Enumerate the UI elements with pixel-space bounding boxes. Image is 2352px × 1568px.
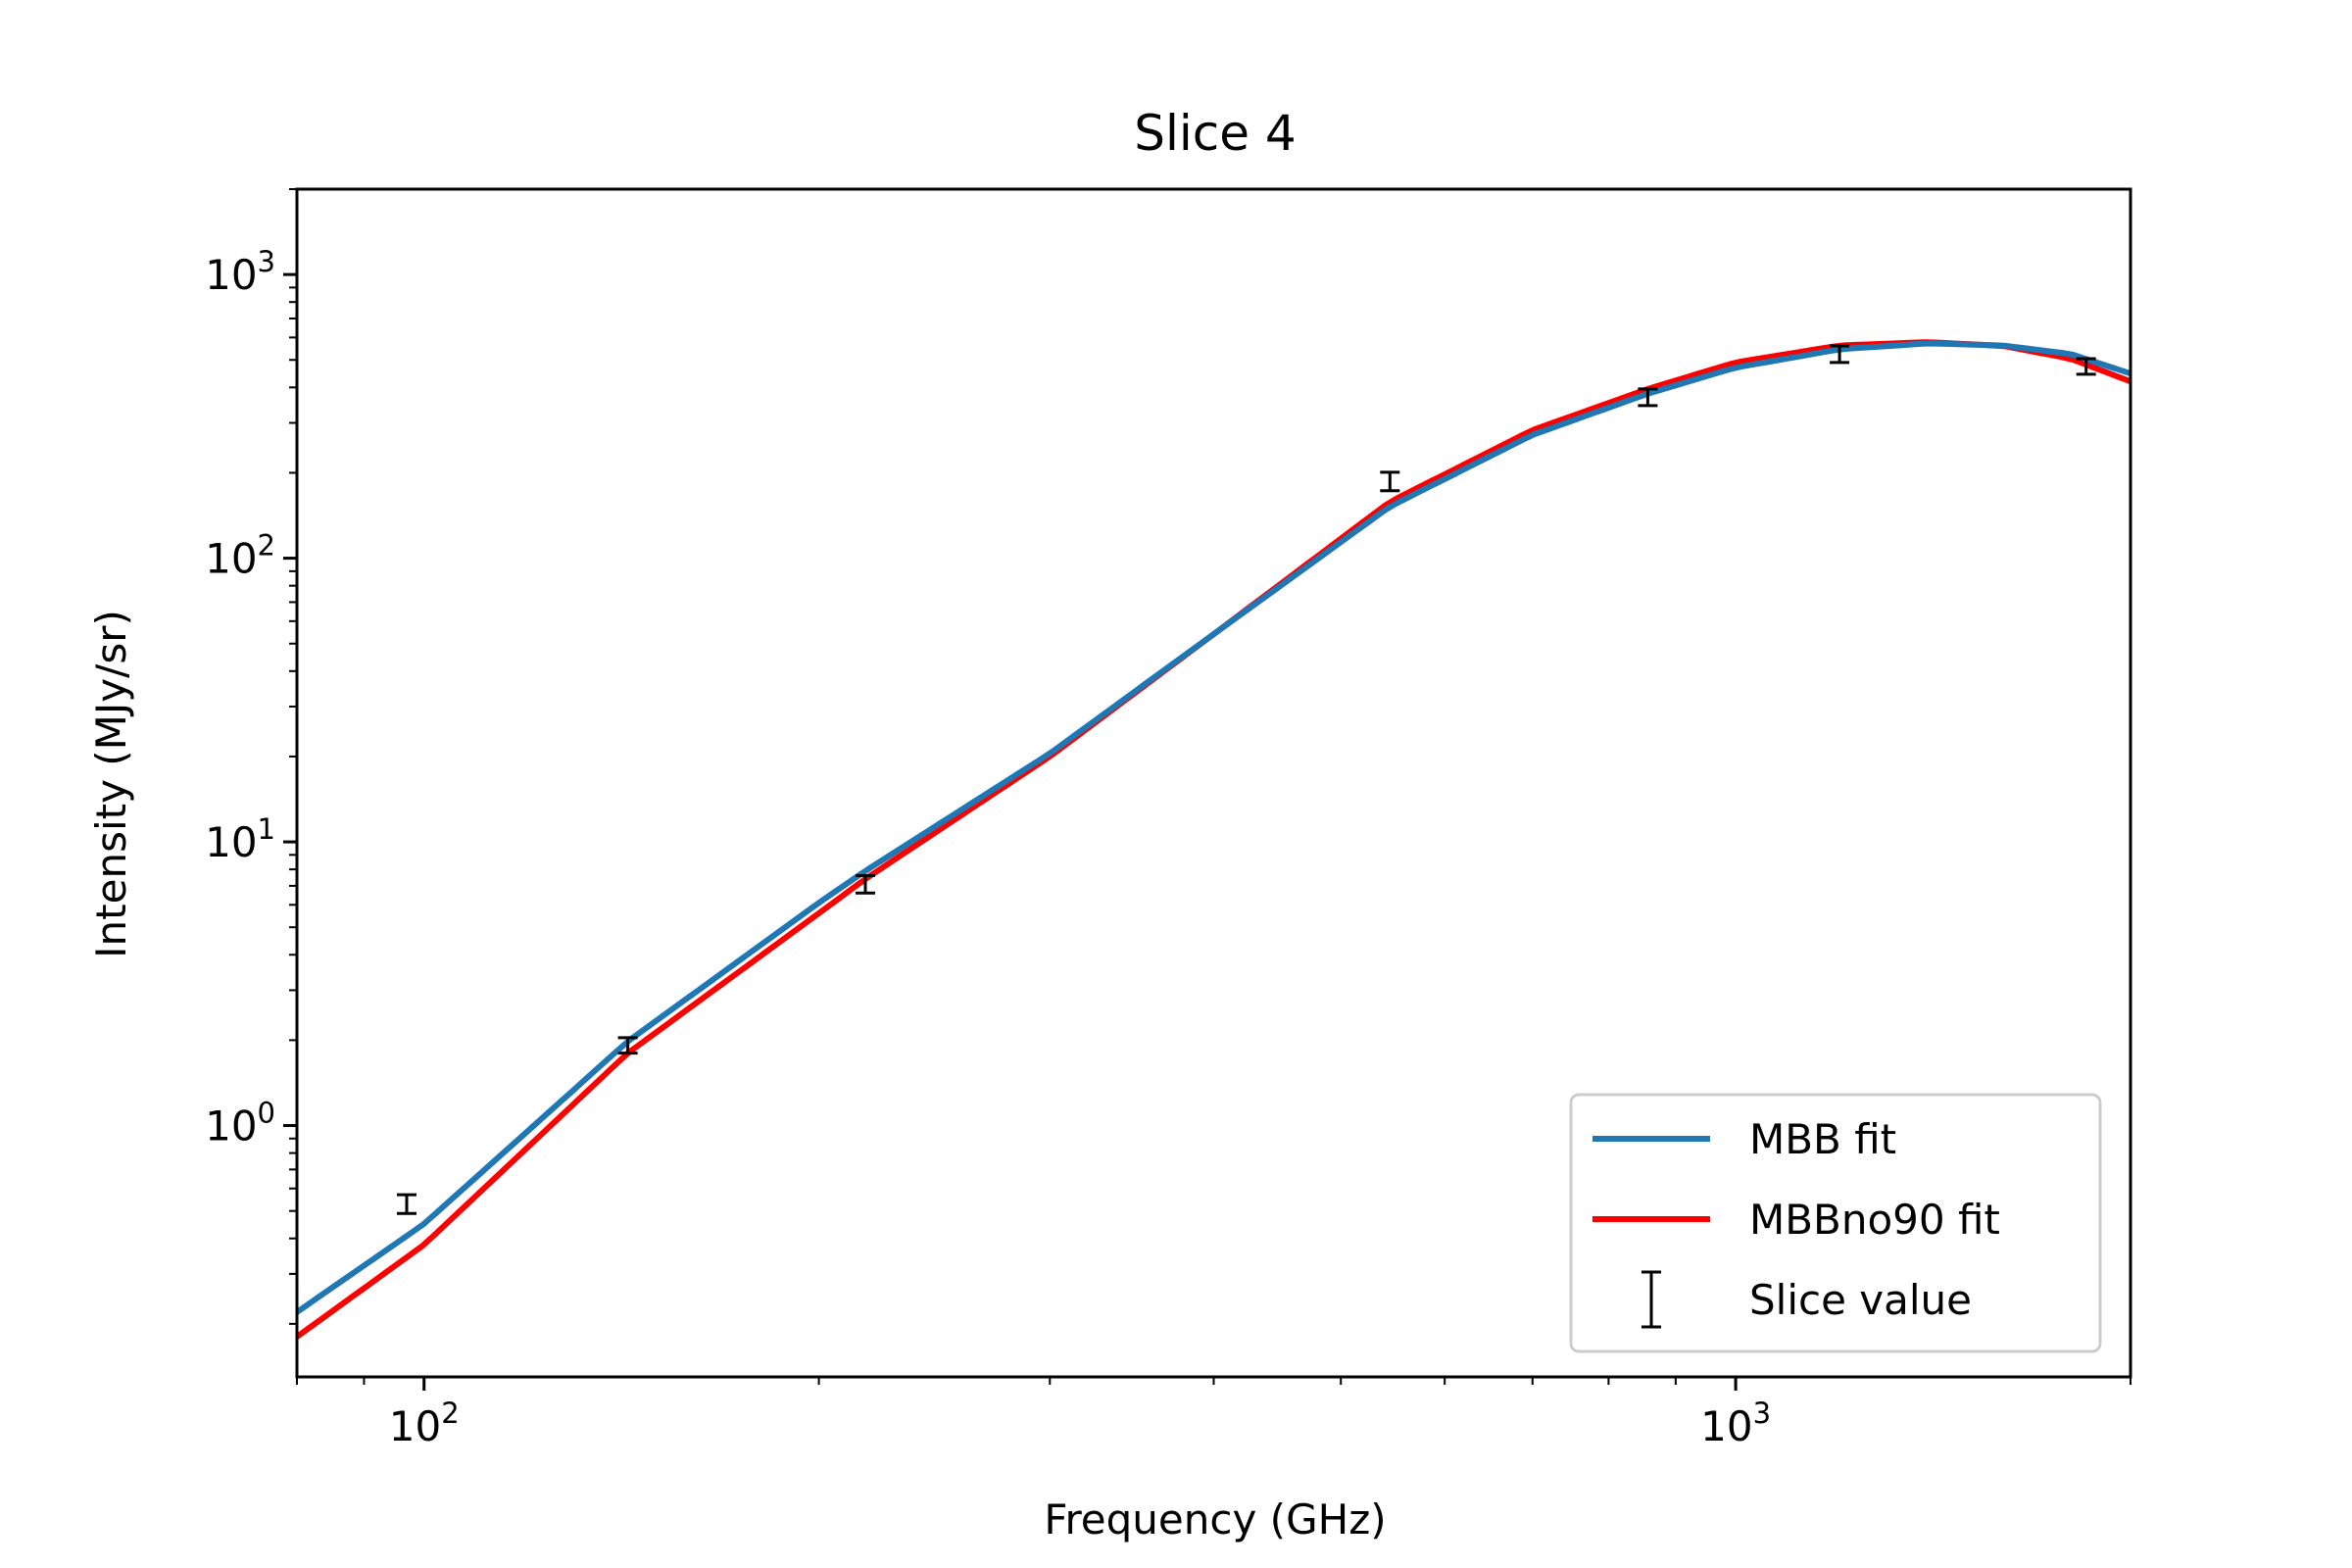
error-bar-point: [856, 874, 876, 895]
y-tick-label: 102: [205, 529, 275, 583]
legend-label: Slice value: [1749, 1276, 1972, 1324]
legend-errorbar-swatch: [1642, 1270, 1661, 1329]
x-tick-label: 102: [389, 1396, 460, 1450]
error-bar-point: [396, 1193, 416, 1215]
legend-box: [1569, 1093, 2102, 1353]
y-tick-label: 103: [205, 245, 275, 299]
x-axis-label: Frequency (GHz): [1044, 1495, 1386, 1544]
series-line-mbb-fit: [297, 340, 2131, 1315]
chart-title: Slice 4: [1134, 105, 1296, 162]
axis-ticks: 102 103 100 101 102 103: [205, 188, 2132, 1450]
error-bar-point: [1830, 344, 1850, 365]
y-axis-label: Intensity (MJy/sr): [87, 610, 135, 958]
legend-label: MBBno90 fit: [1749, 1196, 2000, 1244]
x-tick-label: 103: [1700, 1396, 1771, 1450]
legend: MBB fit MBBno90 fit Slice value: [1569, 1093, 2102, 1353]
y-tick-label: 101: [205, 812, 275, 866]
plot-area: [297, 339, 2131, 1340]
legend-entry-mbbno90-fit: MBBno90 fit: [1592, 1196, 2000, 1244]
error-bar-point: [1380, 470, 1400, 493]
error-bar-point: [617, 1036, 638, 1055]
error-bar-point: [2076, 357, 2096, 376]
legend-entry-slice-value: Slice value: [1642, 1270, 1972, 1329]
y-tick-label: 100: [205, 1097, 275, 1151]
legend-label: MBB fit: [1749, 1115, 1896, 1163]
error-bar-point: [1638, 387, 1658, 408]
legend-entry-mbb-fit: MBB fit: [1592, 1115, 1896, 1163]
